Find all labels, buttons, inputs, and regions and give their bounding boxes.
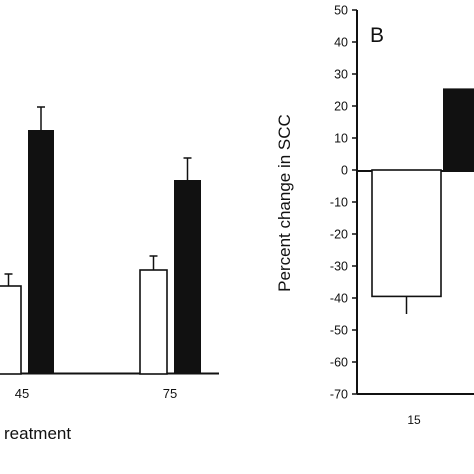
panel-b-y-tick-label: 20 xyxy=(334,100,348,114)
panel-b-y-axis-label: Percent change in SCC xyxy=(275,114,294,292)
panel-b-y-tick-label: -50 xyxy=(330,324,348,338)
panel-b-y-tick-label: -60 xyxy=(330,356,348,370)
panel-b-y-tick-label: -30 xyxy=(330,260,348,274)
panel-a-x-tick-75: 75 xyxy=(163,386,177,401)
panel-b-y-tick-label: 50 xyxy=(334,4,348,18)
panel-b-y-tick-label: 10 xyxy=(334,132,348,146)
panel-a: 45 75 reatment xyxy=(0,106,219,443)
panel-b-y-tick-label: -10 xyxy=(330,196,348,210)
panel-b-bar-15-open xyxy=(371,169,442,298)
panel-b-y-tick-label: 0 xyxy=(341,164,348,178)
panel-b: 50 40 30 20 10 0 -10 -20 -30 -40 -50 -60 -70 B Perce… xyxy=(275,4,474,427)
panel-a-x-axis-label: reatment xyxy=(4,424,71,443)
panel-a-bar-75-filled xyxy=(174,180,201,374)
panel-b-bar-15-filled xyxy=(443,88,474,170)
panel-a-x-tick-45: 45 xyxy=(15,386,29,401)
panel-b-x-tick-15: 15 xyxy=(407,413,421,427)
panel-b-y-tick-label: 30 xyxy=(334,68,348,82)
panel-b-y-tick-label: -40 xyxy=(330,292,348,306)
panel-a-bar-45-open xyxy=(0,285,22,375)
panel-a-bar-45-filled xyxy=(28,130,54,374)
panel-a-bar-75-open xyxy=(139,269,168,375)
panel-b-y-tick-label: -20 xyxy=(330,228,348,242)
panel-b-y-tick-label: -70 xyxy=(330,388,348,402)
panel-b-y-ticks: 50 40 30 20 10 0 -10 -20 -30 -40 -50 -60 -70 xyxy=(330,4,357,402)
panel-b-y-tick-label: 40 xyxy=(334,36,348,50)
panel-b-bars xyxy=(371,88,474,314)
panel-b-label: B xyxy=(370,24,384,47)
